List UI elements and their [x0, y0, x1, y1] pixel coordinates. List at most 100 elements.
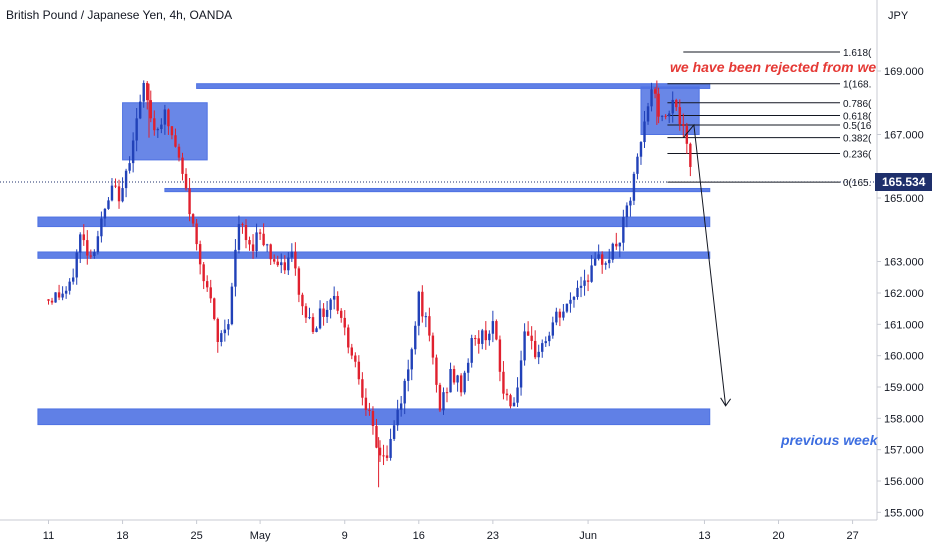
- candle-body: [241, 224, 244, 226]
- candle-body: [537, 351, 540, 358]
- candle-body: [660, 115, 664, 117]
- candle-body: [213, 298, 216, 319]
- candle-body: [371, 411, 375, 426]
- projection-path: [682, 123, 727, 406]
- candle-body: [650, 89, 653, 107]
- candle-body: [541, 343, 544, 352]
- candle-body: [484, 330, 488, 341]
- projection-arrowhead: [720, 397, 732, 407]
- candle-body: [586, 280, 590, 282]
- candle-body: [505, 393, 509, 396]
- candle-body: [675, 99, 678, 108]
- zone-2: [37, 216, 711, 228]
- candle-body: [273, 259, 276, 262]
- candle-body: [403, 380, 406, 404]
- candle-body: [438, 384, 442, 411]
- candle-body: [361, 379, 364, 398]
- candle-body: [421, 291, 424, 317]
- candle-body: [117, 186, 121, 202]
- candle-body: [625, 205, 629, 218]
- time-tick-label: 11: [43, 530, 54, 542]
- candle-body: [396, 409, 399, 426]
- candle-body: [636, 156, 639, 174]
- candle-body: [611, 243, 614, 260]
- candle-body: [142, 82, 145, 102]
- candle-body: [399, 403, 403, 410]
- price-tick-label: 165.000: [884, 193, 924, 205]
- price-tick-label: 162.000: [884, 288, 924, 300]
- candle-body: [678, 107, 681, 125]
- candle-body: [354, 355, 357, 362]
- candle-body: [79, 234, 82, 253]
- time-tick-label: 23: [487, 530, 499, 542]
- candle-body: [128, 163, 131, 171]
- candle-body: [68, 281, 71, 291]
- time-tick-label: 18: [116, 530, 128, 542]
- candle-body: [86, 240, 89, 256]
- price-axis[interactable]: 169.000 167.000 165.000 163.000 162.000 161.0…: [877, 66, 924, 519]
- candle-body: [82, 234, 85, 241]
- candle-body: [470, 338, 473, 363]
- candles-layer: [47, 80, 692, 488]
- candle-body: [301, 294, 304, 307]
- candle-body: [632, 173, 636, 201]
- candle-body: [579, 285, 583, 288]
- candle-body: [340, 310, 343, 318]
- candle-body: [466, 362, 470, 373]
- candle-body: [216, 318, 219, 343]
- candle-body: [435, 357, 438, 385]
- time-axis[interactable]: 11 18 25 May 9 16 23 Jun 13 20 27: [43, 520, 859, 542]
- candle-body: [315, 328, 318, 332]
- candle-body: [562, 311, 565, 318]
- candle-body: [265, 244, 269, 246]
- candle-body: [424, 316, 428, 318]
- candle-body: [308, 317, 311, 319]
- candle-body: [491, 321, 495, 334]
- fib-layer: 1.618(1(168. 0.786(0.618(0.5(16 0.382(0.23…: [667, 48, 872, 189]
- price-tick-label: 159.000: [884, 382, 924, 394]
- time-tick-label: 13: [698, 530, 710, 542]
- candle-body: [488, 333, 491, 341]
- candle-body: [318, 308, 322, 329]
- candle-body: [167, 109, 170, 127]
- fib-label-0: 1.618(: [843, 48, 872, 59]
- candle-body: [671, 99, 674, 114]
- candle-body: [428, 316, 431, 336]
- candle-body: [184, 173, 188, 189]
- candle-body: [389, 438, 392, 458]
- price-tick-label: 156.000: [884, 476, 924, 488]
- candle-body: [452, 369, 456, 383]
- candle-body: [474, 338, 477, 340]
- zone-3: [37, 251, 711, 259]
- candle-body: [368, 410, 371, 412]
- candle-body: [124, 170, 128, 189]
- candle-body: [258, 232, 262, 234]
- candle-body: [502, 371, 505, 394]
- candle-body: [269, 244, 272, 260]
- candle-body: [103, 208, 107, 219]
- candle-body: [357, 361, 361, 380]
- fib-label-3: 0.618(: [843, 111, 872, 122]
- chart-title: British Pound / Japanese Yen, 4h, OANDA: [6, 8, 232, 22]
- candle-body: [565, 303, 569, 312]
- candle-body: [237, 224, 241, 250]
- candle-body: [244, 225, 248, 241]
- candle-body: [71, 277, 75, 282]
- candle-body: [548, 335, 551, 342]
- price-tick-label: 161.000: [884, 319, 924, 331]
- candle-body: [533, 340, 537, 358]
- fib-label-5: 0.382(: [843, 134, 872, 145]
- candle-body: [685, 126, 689, 144]
- candle-body: [350, 347, 353, 356]
- candle-body: [332, 295, 336, 300]
- candle-body: [590, 265, 593, 282]
- candle-body: [558, 311, 562, 318]
- fib-label-7: 0(165.: [843, 178, 871, 189]
- candle-body: [597, 254, 600, 259]
- candle-body: [177, 146, 181, 158]
- rejected-note: we have been rejected from we: [670, 59, 876, 75]
- candle-body: [392, 425, 396, 439]
- candle-body: [449, 369, 452, 393]
